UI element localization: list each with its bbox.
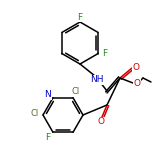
Text: Cl: Cl xyxy=(72,87,80,96)
Text: F: F xyxy=(77,13,83,21)
Text: F: F xyxy=(103,49,108,58)
Text: O: O xyxy=(133,79,141,87)
Text: F: F xyxy=(45,133,51,142)
Text: NH: NH xyxy=(90,76,104,84)
Text: N: N xyxy=(45,90,51,99)
Text: O: O xyxy=(98,117,104,127)
Text: O: O xyxy=(133,63,139,71)
Text: Cl: Cl xyxy=(31,110,39,118)
